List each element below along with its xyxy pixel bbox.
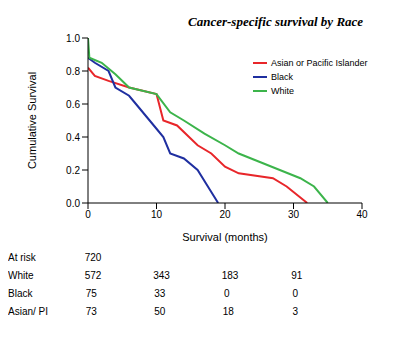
html-text:Black: Black (8, 288, 33, 299)
svg-text:40: 40 (356, 209, 368, 220)
html-text:183: 183 (221, 270, 239, 281)
html-text:343: 343 (153, 270, 170, 281)
html-text:33: 33 (154, 288, 166, 299)
html-text:0: 0 (223, 288, 230, 299)
svg-text:0.4: 0.4 (66, 132, 80, 143)
html-text:Asian or Pacific Islander: Asian or Pacific Islander (271, 58, 368, 68)
svg-text:0.6: 0.6 (66, 99, 80, 110)
svg-text:0.2: 0.2 (66, 165, 80, 176)
svg-text:20: 20 (219, 209, 231, 220)
svg-text:Cumulative Survival: Cumulative Survival (26, 72, 38, 169)
html-text:Black: Black (271, 72, 293, 82)
html-text:572: 572 (84, 270, 102, 281)
svg-text:30: 30 (288, 209, 300, 220)
html-text:Asian/ PI: Asian/ PI (8, 306, 48, 317)
html-text:73: 73 (85, 306, 97, 317)
html-text:3: 3 (292, 306, 298, 317)
html-text:720: 720 (84, 252, 102, 263)
html-text:75: 75 (85, 288, 97, 299)
svg-text:0.8: 0.8 (66, 66, 80, 77)
svg-text:10: 10 (151, 209, 163, 220)
html-text:At risk: At risk (8, 252, 36, 263)
svg-text:Survival (months): Survival (months) (182, 231, 268, 243)
svg-text:0: 0 (85, 209, 91, 220)
svg-text:0.0: 0.0 (66, 198, 80, 209)
html-text:White: White (8, 270, 34, 281)
html-text:Cancer-specific survival by Ra: Cancer-specific survival by Race (188, 14, 364, 29)
html-text:50: 50 (154, 306, 166, 317)
svg-text:1.0: 1.0 (66, 33, 80, 44)
html-text:91: 91 (291, 270, 303, 281)
html-text:18: 18 (222, 306, 234, 317)
html-text:0: 0 (292, 288, 298, 299)
html-text:White: White (271, 86, 294, 96)
